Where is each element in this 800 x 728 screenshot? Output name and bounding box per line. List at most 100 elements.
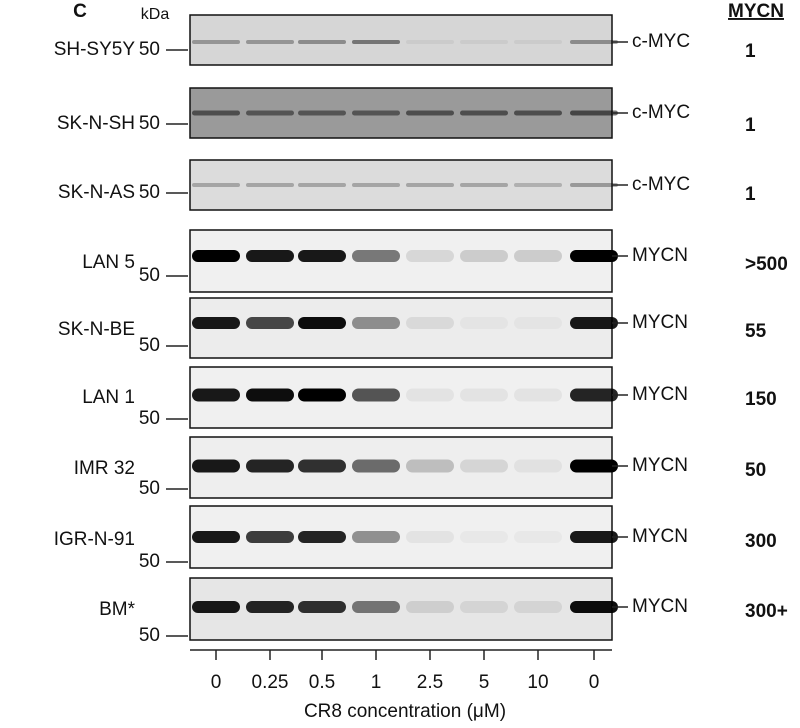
protein-label: MYCN <box>632 384 688 405</box>
band <box>514 531 562 543</box>
size-marker: 50 <box>139 113 160 134</box>
lane-label: 0.5 <box>309 672 335 693</box>
band <box>192 531 240 543</box>
band <box>460 183 508 187</box>
band <box>246 183 294 187</box>
protein-label: MYCN <box>632 455 688 476</box>
band <box>298 317 346 329</box>
size-marker: 50 <box>139 335 160 356</box>
band <box>514 183 562 187</box>
band <box>570 250 618 262</box>
band <box>298 459 346 473</box>
mycn-level: 1 <box>745 184 756 205</box>
band <box>246 388 294 402</box>
unit-label: kDa <box>141 6 170 23</box>
band <box>570 317 618 329</box>
band <box>406 110 454 116</box>
band <box>352 601 400 613</box>
band <box>460 531 508 543</box>
band <box>514 110 562 116</box>
band <box>352 250 400 262</box>
band <box>192 110 240 116</box>
protein-label: MYCN <box>632 596 688 617</box>
band <box>192 183 240 187</box>
mycn-level: 300 <box>745 531 777 552</box>
protein-label: c-MYC <box>632 174 690 195</box>
size-marker: 50 <box>139 408 160 429</box>
blot-panel <box>189 159 613 211</box>
band <box>352 110 400 116</box>
cell-line: IMR 32 <box>74 458 135 479</box>
band <box>460 388 508 402</box>
blot-panel <box>189 14 613 66</box>
band <box>460 459 508 473</box>
band <box>246 601 294 613</box>
cell-line: LAN 1 <box>82 387 135 408</box>
mycn-level: >500 <box>745 254 788 275</box>
band <box>460 250 508 262</box>
band <box>514 601 562 613</box>
lane-label: 0 <box>211 672 222 693</box>
mycn-level: 150 <box>745 389 777 410</box>
band <box>406 250 454 262</box>
band <box>192 40 240 44</box>
cell-line: SK-N-AS <box>58 182 135 203</box>
cell-line: SH-SY5Y <box>54 39 136 60</box>
lane-label: 1 <box>371 672 382 693</box>
lane-label: 0 <box>589 672 600 693</box>
protein-label: MYCN <box>632 312 688 333</box>
mycn-level: 300+ <box>745 601 788 622</box>
size-marker: 50 <box>139 625 160 646</box>
protein-label: c-MYC <box>632 31 690 52</box>
band <box>570 459 618 473</box>
size-marker: 50 <box>139 265 160 286</box>
lane-label: 10 <box>527 672 548 693</box>
band <box>246 459 294 473</box>
band <box>514 317 562 329</box>
band <box>246 110 294 116</box>
lane-label: 2.5 <box>417 672 443 693</box>
band <box>298 531 346 543</box>
band <box>298 601 346 613</box>
band <box>570 531 618 543</box>
band <box>570 110 618 116</box>
lane-label: 0.25 <box>252 672 289 693</box>
band <box>570 183 618 187</box>
band <box>352 183 400 187</box>
band <box>460 110 508 116</box>
band <box>298 250 346 262</box>
band <box>298 40 346 44</box>
protein-label: c-MYC <box>632 102 690 123</box>
band <box>406 40 454 44</box>
band <box>570 388 618 402</box>
band <box>406 601 454 613</box>
band <box>570 601 618 613</box>
header: MYCN <box>728 1 784 22</box>
cell-line: IGR-N-91 <box>54 529 135 550</box>
lane-label: 5 <box>479 672 490 693</box>
band <box>514 40 562 44</box>
x-axis-label: CR8 concentration (μM) <box>304 701 506 722</box>
band <box>246 250 294 262</box>
mycn-level: 1 <box>745 41 756 62</box>
protein-label: MYCN <box>632 526 688 547</box>
band <box>352 317 400 329</box>
band <box>352 388 400 402</box>
band <box>570 40 618 44</box>
size-marker: 50 <box>139 551 160 572</box>
cell-line: BM* <box>99 599 136 620</box>
band <box>192 601 240 613</box>
band <box>514 459 562 473</box>
mycn-level: 50 <box>745 460 766 481</box>
band <box>460 601 508 613</box>
band <box>352 459 400 473</box>
cell-line: SK-N-SH <box>57 113 135 134</box>
mycn-level: 1 <box>745 115 756 136</box>
band <box>406 317 454 329</box>
cell-line: SK-N-BE <box>58 319 135 340</box>
band <box>298 388 346 402</box>
protein-label: MYCN <box>632 245 688 266</box>
band <box>246 317 294 329</box>
band <box>246 40 294 44</box>
